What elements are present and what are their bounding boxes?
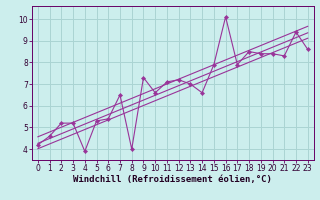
X-axis label: Windchill (Refroidissement éolien,°C): Windchill (Refroidissement éolien,°C) <box>73 175 272 184</box>
